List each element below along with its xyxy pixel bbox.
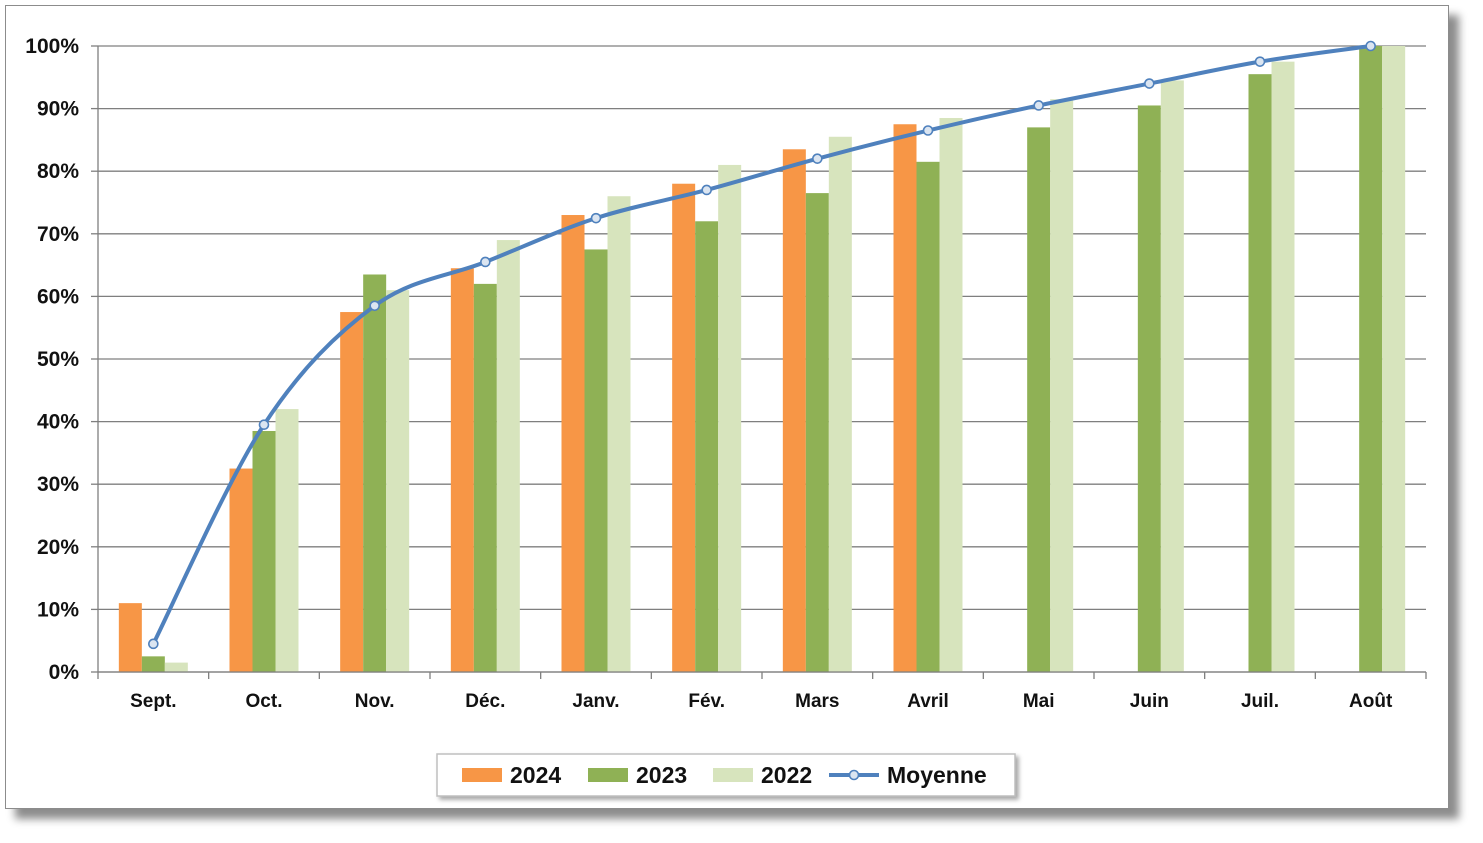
bar-2023 <box>916 161 940 672</box>
point-Moyenne <box>258 419 270 431</box>
bar-2022 <box>718 164 742 672</box>
bar-2022 <box>828 136 852 672</box>
bar-2022 <box>1160 80 1184 673</box>
y-tick-label: 60% <box>37 285 79 308</box>
point-Moyenne <box>922 125 934 136</box>
bar-2022 <box>1382 46 1406 672</box>
bar-2022 <box>607 196 631 673</box>
chart-svg: 0% 10% 20% 30% 40% 50% 60% 70% 80% 90% 100% Sept. O… <box>25 35 1427 797</box>
bar-2022 <box>1050 99 1074 672</box>
point-Moyenne <box>480 256 491 268</box>
bar-2023 <box>473 283 497 672</box>
legend-swatch-2023 <box>588 768 628 782</box>
point-Moyenne <box>369 300 380 312</box>
bar-2024 <box>782 149 806 673</box>
y-tick-label: 100% <box>25 35 79 58</box>
y-tick-label: 70% <box>37 223 79 246</box>
x-tick-label: Oct. <box>246 691 283 712</box>
average-line <box>148 40 1376 650</box>
gridlines <box>98 45 1426 673</box>
line-Moyenne <box>151 44 1371 645</box>
y-tick-label: 40% <box>37 411 79 434</box>
x-tick-label: Mars <box>795 691 839 712</box>
bar-2024 <box>118 603 142 672</box>
bar-2022 <box>496 240 520 672</box>
bar-2022 <box>164 662 188 672</box>
point-Moyenne <box>1365 40 1376 52</box>
bar-2024 <box>561 215 585 672</box>
y-tick-label: 10% <box>37 598 79 621</box>
bar-2023 <box>584 249 608 672</box>
bar-2023 <box>363 274 387 672</box>
bar-2024 <box>893 124 917 672</box>
legend-items: 2024 2023 2022 Moyenne <box>462 762 987 788</box>
bar-2023 <box>252 430 276 672</box>
legend-swatch-2024 <box>462 768 502 782</box>
bar-2022 <box>275 409 299 672</box>
x-tick-label: Déc. <box>465 691 505 712</box>
legend-label-2022: 2022 <box>761 762 812 788</box>
point-Moyenne <box>812 153 823 164</box>
point-Moyenne <box>701 184 712 196</box>
bars <box>118 46 1406 673</box>
x-tick-label: Sept. <box>130 691 176 712</box>
bar-2024 <box>450 268 474 672</box>
chart-frame: 0% 10% 20% 30% 40% 50% 60% 70% 80% 90% 100% Sept. O… <box>5 5 1449 809</box>
bar-2023 <box>1248 74 1272 673</box>
x-tick-label: Juil. <box>1241 691 1279 712</box>
bar-2023 <box>1027 127 1051 672</box>
legend-label-Moyenne: Moyenne <box>887 762 987 788</box>
legend-label-2024: 2024 <box>510 762 561 788</box>
bar-2024 <box>340 312 364 672</box>
point-Moyenne <box>590 212 602 224</box>
y-axis-ticks: 0% 10% 20% 30% 40% 50% 60% 70% 80% 90% 100% <box>25 35 98 684</box>
y-tick-label: 0% <box>49 661 80 684</box>
x-tick-label: Juin <box>1130 691 1169 712</box>
x-tick-label: Août <box>1349 691 1393 712</box>
point-Moyenne <box>148 638 159 650</box>
bar-2022 <box>1271 61 1295 672</box>
x-tick-label: Nov. <box>355 691 395 712</box>
y-tick-label: 90% <box>37 98 79 121</box>
x-tick-label: Fév. <box>688 691 725 712</box>
y-tick-label: 20% <box>37 536 79 559</box>
bar-2024 <box>672 183 696 672</box>
x-axis-ticks: Sept. Oct. Nov. Déc. Janv. Fév. Mars Avril Mai Ju… <box>97 672 1427 712</box>
x-tick-label: Janv. <box>572 691 619 712</box>
bar-2022 <box>939 117 963 673</box>
bar-2022 <box>386 290 410 672</box>
bar-2023 <box>695 221 719 672</box>
legend-marker-Moyenne <box>848 769 860 781</box>
bar-2023 <box>1137 105 1161 673</box>
bar-2023 <box>805 193 829 673</box>
y-tick-label: 30% <box>37 473 79 496</box>
x-tick-label: Mai <box>1023 691 1055 712</box>
y-tick-label: 50% <box>37 348 79 371</box>
legend: 2024 2023 2022 Moyenne <box>436 753 1016 797</box>
x-tick-label: Avril <box>907 691 949 712</box>
legend-swatch-2022 <box>713 768 753 782</box>
legend-label-2023: 2023 <box>636 762 687 788</box>
point-Moyenne <box>1144 78 1155 89</box>
bar-2023 <box>141 656 165 672</box>
bar-2024 <box>229 468 253 672</box>
bar-2023 <box>1359 46 1383 672</box>
y-tick-label: 80% <box>37 160 79 183</box>
point-Moyenne <box>1033 100 1044 111</box>
point-Moyenne <box>1254 56 1266 67</box>
